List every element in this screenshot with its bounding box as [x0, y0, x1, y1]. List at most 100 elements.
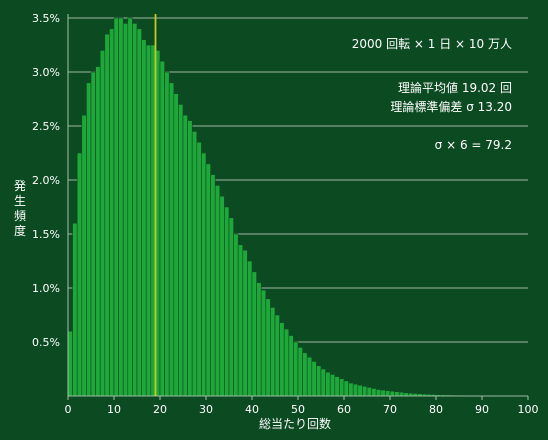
bar-54	[316, 365, 322, 397]
y-tick-label-6: 3.5%	[32, 12, 60, 25]
bar-41	[256, 282, 262, 397]
bar-4	[86, 82, 92, 397]
bar-57	[329, 374, 336, 397]
bar-9	[109, 28, 115, 397]
bar-58	[334, 376, 340, 397]
bar-66	[371, 388, 377, 397]
bar-21	[164, 71, 170, 397]
annotation-trials: 2000 回転 × 1 日 × 10 万人	[352, 37, 512, 51]
bar-62	[352, 383, 359, 397]
bar-40	[251, 271, 257, 397]
bar-23	[173, 93, 179, 397]
x-tick-label-3: 30	[199, 403, 213, 416]
bar-52	[306, 356, 313, 397]
bar-68	[380, 389, 386, 397]
x-tick-label-9: 90	[475, 403, 489, 416]
bar-37	[237, 244, 244, 397]
bar-1	[72, 222, 78, 397]
bar-7	[99, 50, 106, 397]
bar-33	[219, 195, 225, 397]
bar-60	[343, 380, 349, 397]
bar-44	[270, 307, 276, 397]
bar-65	[366, 387, 372, 397]
bar-29	[201, 152, 207, 397]
y-axis-label: 発生頻度	[14, 179, 26, 238]
y-tick-label-3: 2.0%	[32, 174, 60, 187]
bar-35	[228, 217, 234, 397]
y-tick-label-0: 0.5%	[32, 336, 60, 349]
bar-64	[362, 385, 368, 397]
bar-8	[104, 33, 110, 397]
bar-47	[283, 328, 290, 397]
x-tick-label-2: 20	[153, 403, 167, 416]
bar-69	[385, 390, 391, 397]
x-tick-label-0: 0	[65, 403, 72, 416]
bar-15	[136, 28, 142, 397]
bar-25	[182, 114, 188, 397]
x-axis-label: 総当たり回数	[259, 416, 331, 431]
bar-34	[224, 206, 230, 397]
bar-71	[394, 391, 400, 397]
bar-30	[205, 163, 211, 397]
bar-36	[233, 233, 239, 397]
bar-61	[348, 382, 354, 397]
bar-11	[118, 17, 124, 397]
bar-12	[122, 23, 129, 397]
bar-39	[247, 260, 253, 397]
bar-28	[196, 141, 202, 397]
bar-32	[214, 185, 221, 397]
bar-3	[81, 114, 87, 397]
bar-56	[325, 371, 331, 397]
bar-53	[311, 361, 317, 397]
y-tick-label-2: 1.5%	[32, 228, 60, 241]
bar-10	[113, 17, 119, 397]
bar-48	[288, 335, 294, 397]
bar-43	[265, 298, 271, 397]
bar-46	[279, 322, 285, 397]
bar-67	[375, 389, 382, 397]
x-tick-label-10: 100	[518, 403, 539, 416]
x-tick-label-6: 60	[337, 403, 351, 416]
y-tick-label-5: 3.0%	[32, 66, 60, 79]
bar-14	[132, 23, 138, 397]
bar-0	[67, 330, 73, 397]
bar-74	[408, 392, 414, 397]
x-tick-label-8: 80	[429, 403, 443, 416]
bar-45	[274, 314, 280, 397]
bar-6	[95, 66, 101, 397]
x-tick-label-4: 40	[245, 403, 259, 416]
bar-42	[260, 289, 267, 397]
bar-5	[90, 71, 96, 397]
bar-63	[357, 384, 363, 397]
x-tick-label-7: 70	[383, 403, 397, 416]
bar-27	[191, 131, 198, 397]
annotation-theoretical-sd: 理論標準偏差 σ 13.20	[390, 99, 512, 114]
bar-72	[398, 391, 405, 397]
bar-17	[145, 44, 152, 397]
bar-layer	[67, 17, 529, 397]
bar-24	[178, 104, 184, 397]
annotation-theoretical-mean: 理論平均値 19.02 回	[398, 80, 512, 95]
bar-49	[293, 341, 299, 397]
bar-59	[339, 378, 345, 397]
y-tick-label-4: 2.5%	[32, 120, 60, 133]
bar-2	[76, 152, 83, 397]
bar-70	[389, 390, 395, 397]
bar-50	[297, 347, 303, 397]
x-tick-label-1: 10	[107, 403, 121, 416]
annotation-six-sigma: σ × 6 = 79.2	[435, 138, 512, 152]
bar-26	[187, 120, 193, 397]
bar-55	[320, 368, 326, 397]
bar-13	[127, 17, 133, 397]
bar-22	[168, 82, 175, 397]
bar-51	[302, 352, 308, 397]
bar-20	[159, 60, 165, 397]
axis-layer: 0.5% 1.0% 1.5% 2.0% 2.5% 3.0% 3.5% 0 10 20 30 40 50 6…	[32, 12, 538, 416]
bar-16	[141, 39, 147, 397]
y-tick-label-1: 1.0%	[32, 282, 60, 295]
bar-31	[210, 174, 216, 397]
annotation-layer: 2000 回転 × 1 日 × 10 万人 理論平均値 19.02 回 理論標準…	[352, 37, 512, 152]
x-tick-label-5: 50	[291, 403, 305, 416]
